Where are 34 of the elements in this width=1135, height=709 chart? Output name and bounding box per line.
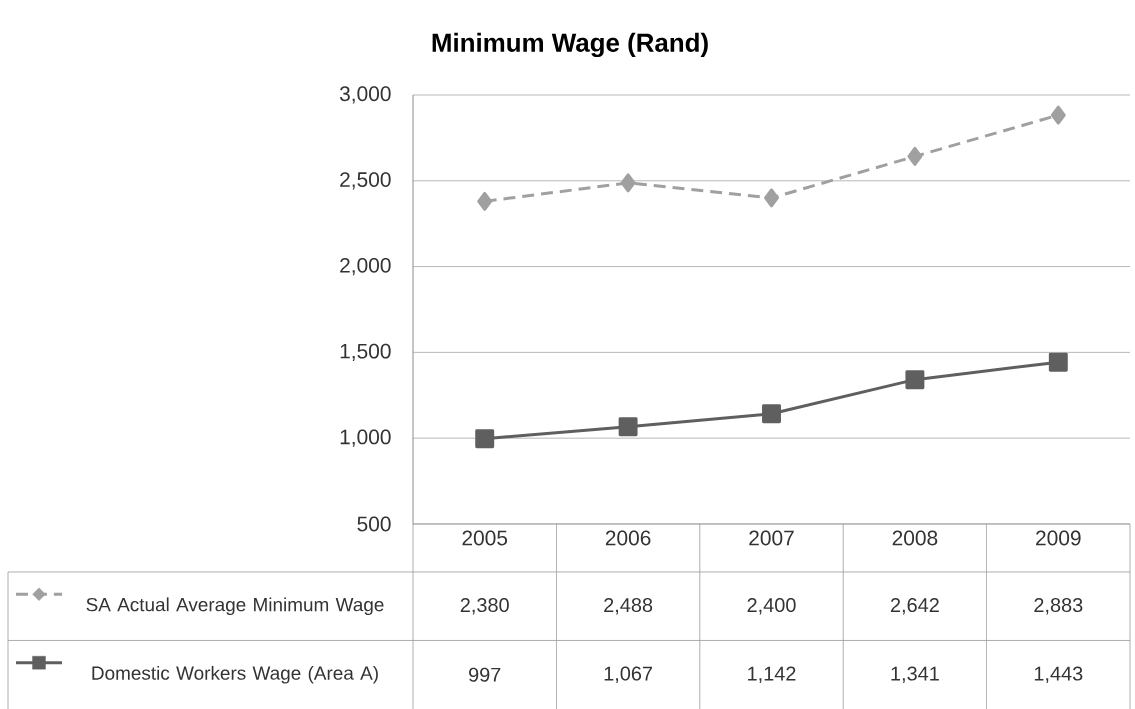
data-label: 1,142 [748,666,796,683]
data-label: 2,488 [604,598,653,615]
point [620,173,636,193]
data-label: 1,341 [891,666,939,683]
point [477,191,493,211]
point [764,188,779,208]
y-tick-label: 3,000 [339,86,391,104]
point [907,146,923,166]
point [762,404,781,424]
chart-title: Minimum Wage (Rand) [432,32,708,58]
point [905,370,925,390]
point [1048,352,1068,372]
data-label: 997 [469,667,501,682]
y-tick-label: 1,000 [340,429,391,447]
point [618,417,638,437]
x-tick-label: 2009 [1036,530,1081,546]
y-tick-label: 500 [357,516,391,532]
data-label: 2,642 [890,598,939,615]
x-tick-label: 2006 [605,530,651,546]
x-tick-label: 2008 [892,530,938,546]
y-tick-label: 2,000 [340,257,391,276]
legend-label: Domestic Workers Wage (Area A) [92,665,378,684]
data-label: 2,400 [747,598,796,615]
x-tick-label: 2007 [749,530,794,546]
data-label: 2,883 [1034,598,1083,615]
data-label: 1,443 [1034,666,1083,683]
data-label: 1,067 [604,666,653,683]
y-tick-label: 1,500 [340,343,391,362]
point [1050,105,1066,125]
data-label: 2,380 [460,598,509,615]
point [475,429,495,449]
y-tick-label: 2,500 [340,172,391,190]
x-tick-label: 2005 [462,530,508,546]
legend-label: SA Actual Average Minimum Wage [86,597,384,616]
